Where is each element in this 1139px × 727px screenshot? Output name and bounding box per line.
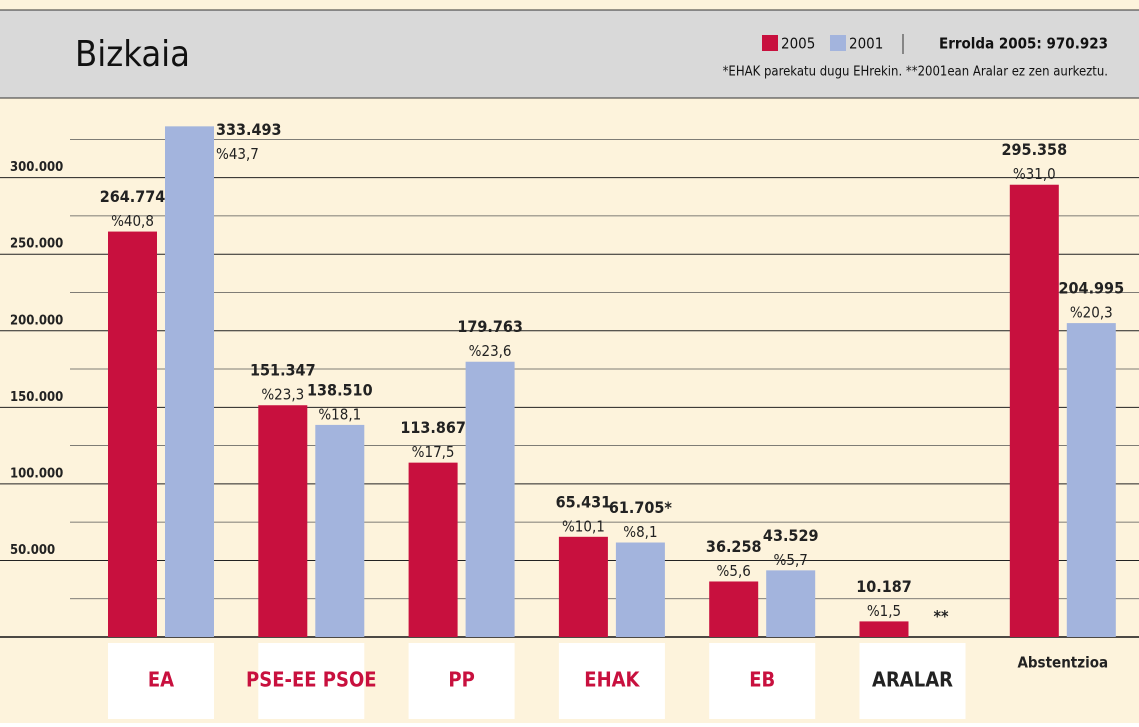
- logo-text: EHAK: [584, 668, 640, 692]
- logo-text: PP: [448, 668, 474, 692]
- bar: [1009, 184, 1059, 637]
- legend-swatch: [830, 35, 846, 51]
- percent-label: %40,8: [111, 212, 154, 230]
- percent-label: %17,5: [412, 443, 455, 461]
- percent-label: %5,7: [774, 551, 808, 569]
- percent-label: %10,1: [562, 517, 605, 535]
- logo-text: PSE-EE PSOE: [246, 668, 377, 692]
- bar: [558, 536, 608, 637]
- percent-label: %8,1: [623, 523, 657, 541]
- bar: [1066, 323, 1116, 637]
- y-tick-label: 250.000: [10, 237, 63, 252]
- logo-box: [859, 643, 966, 719]
- header: [0, 10, 1139, 98]
- legend-swatch: [762, 35, 778, 51]
- bar: [859, 621, 909, 637]
- bar: [766, 570, 816, 637]
- y-tick-label: 300.000: [10, 160, 63, 175]
- percent-label: %1,5: [867, 602, 901, 620]
- logo-box: [258, 643, 365, 719]
- legend-label: 2001: [849, 35, 883, 53]
- y-tick-label: 150.000: [10, 390, 63, 405]
- value-label: 138.510: [307, 380, 373, 399]
- percent-label: %31,0: [1013, 165, 1056, 183]
- bar: [408, 462, 458, 637]
- category-label: Abstentzioa: [1017, 654, 1108, 672]
- value-label: 10.187: [856, 577, 912, 596]
- percent-label: %5,6: [717, 562, 751, 580]
- percent-label: %23,3: [261, 386, 304, 404]
- percent-label: %23,6: [469, 342, 512, 360]
- bar: [315, 424, 365, 637]
- value-label: 61.705*: [609, 498, 673, 517]
- subtitle: *EHAK parekatu dugu EHrekin. **2001ean A…: [723, 65, 1108, 80]
- value-label: **: [933, 607, 949, 626]
- logo-box: [709, 643, 816, 719]
- chart-title: Bizkaia: [75, 34, 190, 75]
- bar: [465, 361, 515, 637]
- bar: [108, 231, 157, 637]
- value-label: 295.358: [1002, 140, 1068, 159]
- bar: [615, 542, 665, 637]
- value-label: 43.529: [763, 526, 819, 545]
- value-label: 113.867: [400, 418, 466, 437]
- value-label: 151.347: [250, 361, 316, 380]
- y-tick-label: 100.000: [10, 466, 63, 481]
- percent-label: %20,3: [1070, 304, 1113, 322]
- percent-label: %18,1: [318, 405, 361, 423]
- legend-label: 2005: [781, 35, 815, 53]
- bar: [709, 581, 759, 637]
- logo-box: [108, 643, 214, 719]
- value-label: 204.995: [1059, 279, 1125, 298]
- y-tick-label: 200.000: [10, 313, 63, 328]
- bar: [258, 405, 308, 637]
- legend-extra: Errolda 2005: 970.923: [939, 35, 1108, 53]
- value-label: 264.774: [100, 187, 166, 206]
- value-label: 36.258: [706, 537, 762, 556]
- logo-box: [558, 643, 665, 719]
- percent-label: %43,7: [216, 145, 259, 163]
- value-label: 179.763: [457, 317, 523, 336]
- logo-text: EA: [148, 668, 174, 692]
- value-label: 333.493: [216, 120, 282, 139]
- logo-box: [408, 643, 515, 719]
- value-label: 65.431: [556, 492, 612, 511]
- y-tick-label: 50.000: [10, 543, 55, 558]
- bar: [165, 126, 214, 638]
- logo-text: EB: [749, 668, 775, 692]
- logo-text: ARALAR: [872, 668, 953, 692]
